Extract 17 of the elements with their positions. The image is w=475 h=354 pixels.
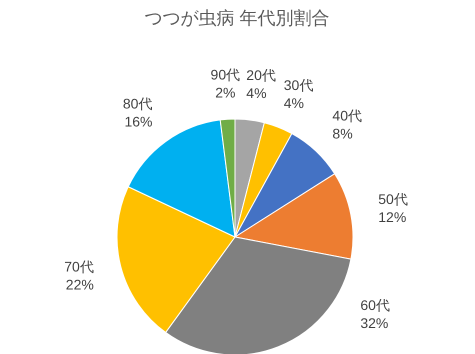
data-label: 12% bbox=[378, 209, 406, 226]
data-label: 8% bbox=[332, 126, 353, 142]
slice-label: 80代 bbox=[122, 95, 152, 112]
slice-label: 70代 bbox=[64, 258, 94, 274]
data-label: 22% bbox=[66, 276, 94, 292]
slice-label: 40代 bbox=[332, 108, 362, 124]
data-label: 2% bbox=[215, 84, 236, 100]
data-label: 4% bbox=[284, 94, 304, 111]
slice-label: 30代 bbox=[284, 76, 314, 93]
chart-title: つつが虫病 年代別割合 bbox=[144, 8, 330, 28]
data-label: 32% bbox=[360, 315, 388, 331]
data-label: 16% bbox=[124, 113, 152, 130]
slice-label: 90代 bbox=[210, 66, 240, 82]
slice-label: 20代 bbox=[246, 67, 276, 84]
slice-label: 50代 bbox=[378, 191, 408, 208]
slice-label: 60代 bbox=[360, 297, 390, 313]
data-label: 4% bbox=[246, 85, 267, 102]
